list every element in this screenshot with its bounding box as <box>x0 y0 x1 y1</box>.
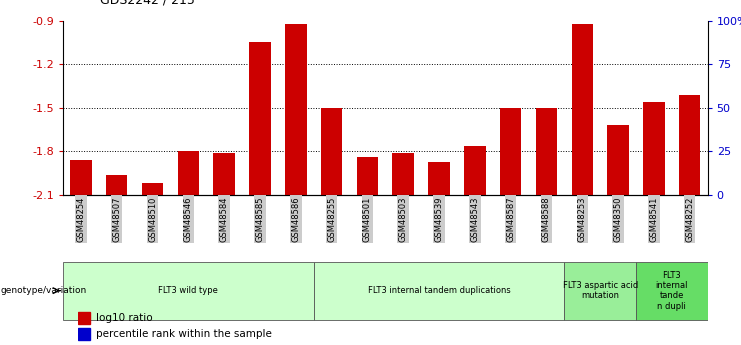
Bar <box>78 328 90 340</box>
Bar <box>249 186 270 195</box>
Text: GSM48507: GSM48507 <box>112 196 122 242</box>
Text: GSM48252: GSM48252 <box>685 196 694 241</box>
Bar <box>249 42 270 195</box>
Text: GSM48541: GSM48541 <box>649 196 659 241</box>
Bar <box>608 190 629 195</box>
Text: FLT3 wild type: FLT3 wild type <box>159 286 219 295</box>
Bar <box>428 191 450 195</box>
Bar <box>70 160 92 195</box>
Bar <box>393 153 414 195</box>
Bar <box>142 183 163 195</box>
Text: GSM48254: GSM48254 <box>76 196 85 241</box>
Text: GSM48543: GSM48543 <box>471 196 479 242</box>
Text: FLT3 internal tandem duplications: FLT3 internal tandem duplications <box>368 286 511 295</box>
Text: GSM48587: GSM48587 <box>506 196 515 242</box>
Text: GSM48588: GSM48588 <box>542 196 551 242</box>
Bar <box>285 186 307 195</box>
Bar <box>679 95 700 195</box>
Bar <box>106 190 127 195</box>
Bar <box>70 190 92 195</box>
Text: GSM48510: GSM48510 <box>148 196 157 241</box>
Bar <box>500 108 522 195</box>
Bar <box>571 186 593 195</box>
Text: GSM48546: GSM48546 <box>184 196 193 242</box>
Bar <box>313 262 565 319</box>
Bar <box>78 312 90 324</box>
Bar <box>536 108 557 195</box>
Bar <box>500 190 522 195</box>
Bar <box>393 190 414 195</box>
Bar <box>142 191 163 195</box>
Bar <box>63 262 313 319</box>
Bar <box>643 190 665 195</box>
Bar <box>428 161 450 195</box>
Bar <box>464 146 485 195</box>
Text: GSM48586: GSM48586 <box>291 196 300 242</box>
Bar <box>608 125 629 195</box>
Bar <box>213 153 235 195</box>
Bar <box>636 262 708 319</box>
Bar <box>106 175 127 195</box>
Bar <box>321 186 342 195</box>
Bar <box>213 188 235 195</box>
Text: GSM48501: GSM48501 <box>363 196 372 241</box>
Bar <box>356 190 378 195</box>
Bar <box>178 151 199 195</box>
Text: GSM48539: GSM48539 <box>434 196 444 242</box>
Bar <box>178 188 199 195</box>
Bar <box>571 23 593 195</box>
Bar <box>464 190 485 195</box>
Bar <box>321 108 342 195</box>
Text: FLT3 aspartic acid
mutation: FLT3 aspartic acid mutation <box>562 281 638 300</box>
Bar <box>285 23 307 195</box>
Bar <box>679 186 700 195</box>
Text: GSM48503: GSM48503 <box>399 196 408 242</box>
Bar <box>356 157 378 195</box>
Text: GSM48585: GSM48585 <box>256 196 265 242</box>
Text: log10 ratio: log10 ratio <box>96 313 153 323</box>
Bar <box>536 188 557 195</box>
Text: GSM48350: GSM48350 <box>614 196 622 242</box>
Text: GDS2242 / 215: GDS2242 / 215 <box>100 0 195 7</box>
Text: percentile rank within the sample: percentile rank within the sample <box>96 329 272 339</box>
Text: GSM48253: GSM48253 <box>578 196 587 242</box>
Bar <box>643 102 665 195</box>
Text: genotype/variation: genotype/variation <box>1 286 87 295</box>
Text: FLT3
internal
tande
n dupli: FLT3 internal tande n dupli <box>656 270 688 311</box>
Text: GSM48255: GSM48255 <box>327 196 336 241</box>
Text: GSM48584: GSM48584 <box>219 196 229 242</box>
Bar <box>565 262 636 319</box>
